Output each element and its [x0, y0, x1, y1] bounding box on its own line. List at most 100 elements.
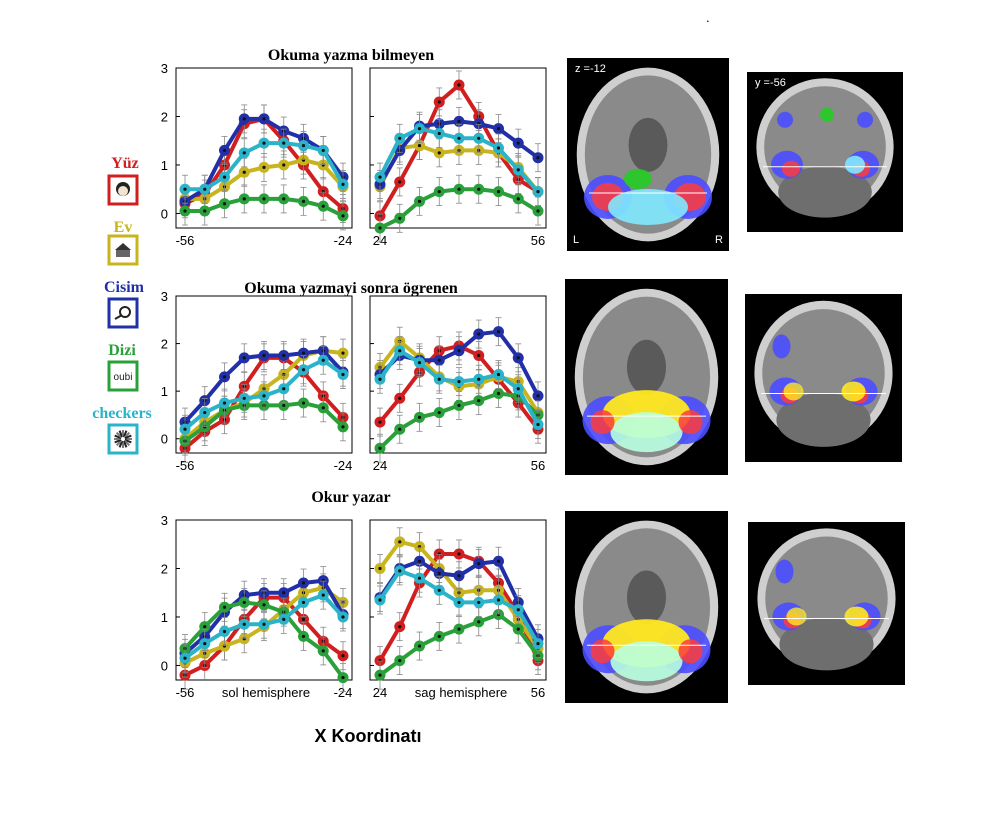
data-point-center	[262, 165, 266, 169]
legend-swatch	[107, 297, 139, 329]
data-point-center	[262, 117, 266, 121]
data-point-center	[222, 401, 227, 405]
legend-swatch	[107, 423, 139, 455]
y-tick-label: 3	[161, 289, 168, 304]
x-axis-label: X Koordinatı	[315, 726, 422, 746]
series-checkers	[374, 336, 544, 439]
x-tick-label: -24	[334, 233, 353, 248]
data-point-center	[457, 83, 461, 87]
y-tick-label: 2	[161, 561, 168, 576]
data-point-center	[536, 394, 540, 398]
y-tick-label: 0	[161, 658, 168, 673]
data-point-center	[398, 349, 402, 353]
data-point-center	[437, 410, 441, 415]
data-point-center	[437, 100, 441, 104]
hemisphere-label: sag hemisphere	[415, 685, 508, 700]
legend-item-2: Ev	[107, 219, 139, 266]
x-tick-label: -24	[334, 458, 353, 473]
plot-frame	[369, 67, 547, 229]
x-tick-label: 56	[531, 233, 545, 248]
coronal-brain-2	[745, 294, 902, 462]
data-point-center	[262, 603, 266, 607]
x-tick-label: 56	[531, 458, 545, 473]
data-point-center	[457, 574, 461, 578]
data-point-center	[457, 187, 461, 191]
x-tick-label: 24	[373, 685, 387, 700]
data-point-center	[203, 642, 207, 646]
chart-row-2: Okuma yazmayi sonra ögrenen 0 1 2 3 -56 -24 24 5…	[161, 280, 547, 473]
data-point-center	[477, 399, 481, 403]
activation-blob	[678, 410, 703, 435]
data-point-center	[516, 627, 520, 631]
data-point-center	[457, 380, 461, 384]
midbrain	[628, 117, 668, 172]
cerebellum	[776, 393, 871, 447]
data-point-center	[457, 552, 461, 556]
data-point-center	[536, 422, 540, 427]
data-point-center	[183, 427, 187, 431]
data-point-center	[437, 588, 441, 592]
data-point-center	[457, 600, 461, 605]
data-point-center	[222, 202, 227, 206]
plot-frame	[175, 519, 353, 681]
data-point-center	[341, 182, 345, 186]
y-tick-label: 0	[161, 206, 168, 221]
series-dizi	[374, 379, 544, 463]
left-label: L	[573, 234, 579, 246]
data-point-center	[262, 353, 266, 358]
legend-item-4: Dizi oubi	[107, 342, 139, 392]
data-point-center	[457, 119, 461, 123]
activation-blob	[786, 607, 807, 626]
activation-blob	[845, 155, 865, 174]
series-checkers	[374, 114, 544, 207]
activation-blob	[844, 606, 869, 627]
plot-frame	[175, 67, 353, 229]
data-point-center	[341, 214, 345, 218]
data-point-center	[203, 209, 207, 213]
y-tick-label: 0	[161, 432, 168, 447]
data-point-center	[516, 141, 520, 145]
data-point-center	[437, 634, 441, 638]
slice-label-axial: z =-12	[575, 63, 606, 75]
axial-brain-2	[565, 279, 728, 475]
legend-label: Ev	[114, 219, 133, 236]
plot-frame	[175, 295, 353, 454]
series-checkers	[179, 345, 349, 444]
data-point-center	[321, 649, 325, 653]
coronal-brain-1: y =-56	[747, 72, 903, 232]
data-point-center	[378, 175, 382, 179]
series-checkers	[179, 128, 349, 204]
data-point-center	[496, 598, 501, 602]
activation-blob	[782, 160, 800, 177]
data-point-center	[496, 127, 501, 131]
data-point-center	[183, 209, 187, 213]
data-point-center	[516, 387, 520, 391]
chart-title: Okuma yazmayi sonra ögrenen	[244, 280, 458, 297]
axial-brain-1: z =-12 L R	[567, 58, 729, 251]
data-point-center	[301, 401, 306, 405]
data-point-center	[321, 358, 325, 362]
data-point-center	[417, 127, 422, 131]
top-dot: .	[706, 10, 710, 25]
data-point-center	[378, 420, 382, 424]
data-point-center	[378, 673, 382, 677]
data-point-center	[437, 131, 441, 136]
data-point-center	[496, 391, 501, 396]
data-point-center	[477, 600, 481, 605]
data-point-center	[282, 387, 286, 391]
data-point-center	[417, 576, 422, 580]
data-point-center	[301, 368, 306, 372]
data-point-center	[417, 361, 422, 365]
data-point-center	[183, 656, 187, 660]
subplot-left: -56 -24	[175, 67, 353, 248]
data-point-center	[282, 617, 286, 621]
data-point-center	[183, 187, 187, 191]
data-point-center	[378, 598, 382, 602]
data-point-center	[341, 615, 345, 619]
legend: Yüz Ev Cisim Dizi oubi checkers	[92, 155, 152, 455]
data-point-center	[398, 569, 402, 573]
data-point-center	[301, 199, 306, 203]
data-point-center	[398, 659, 402, 663]
data-point-center	[222, 629, 227, 634]
